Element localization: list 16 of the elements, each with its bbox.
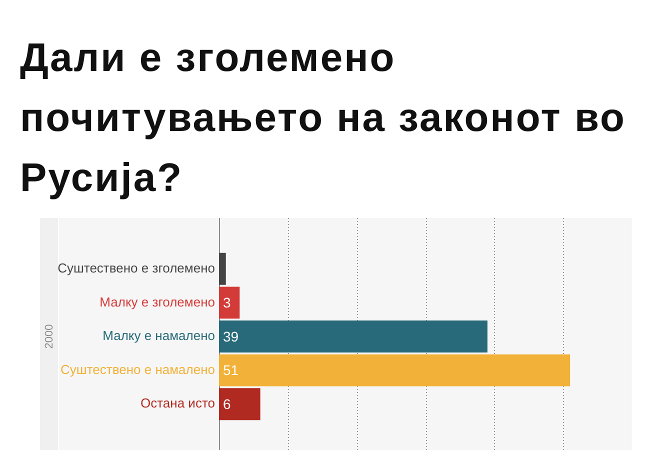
y-tick-label: Суштествено е зголемено <box>58 260 215 276</box>
data-label: 3 <box>223 294 231 311</box>
bar <box>219 388 260 420</box>
bar <box>219 320 488 352</box>
data-label: 51 <box>223 362 239 378</box>
y-axis-title: 2000 <box>44 324 56 349</box>
bar <box>219 354 570 386</box>
y-tick-label: Малку е зголемено <box>100 294 215 310</box>
y-tick-label: Остана исто <box>140 396 215 411</box>
y-tick-label: Малку е намалено <box>102 328 215 344</box>
chart-title: Дали е зголемено почитувањето на законот во Русија? <box>20 35 627 202</box>
bar <box>219 286 240 319</box>
y-tick-label: Суштествено е намалено <box>60 362 215 377</box>
bar <box>219 252 226 285</box>
data-label: 6 <box>223 396 231 412</box>
data-label: 39 <box>223 328 239 344</box>
